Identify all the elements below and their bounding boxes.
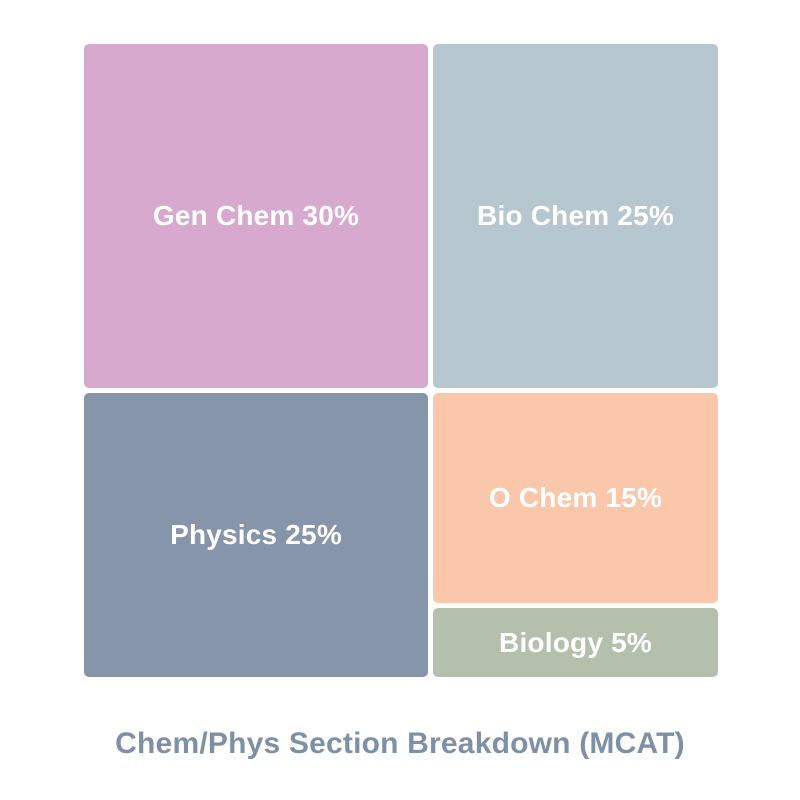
tile-label-physics: Physics 25% [170,519,342,550]
chart-title: Chem/Phys Section Breakdown (MCAT) [115,727,685,760]
tile-label-bio-chem: Bio Chem 25% [477,200,674,231]
treemap-tile-bio-chem: Bio Chem 25% [433,44,718,388]
tile-label-gen-chem: Gen Chem 30% [152,200,360,231]
treemap-tile-o-chem: O Chem 15% [433,393,718,603]
treemap-tile-gen-chem: Gen Chem 30% [84,44,428,388]
tile-label-o-chem: O Chem 15% [488,482,663,513]
tile-label-biology: Biology 5% [499,626,652,658]
treemap-tile-biology: Biology 5% [433,608,718,677]
treemap-tile-physics: Physics 25% [84,393,428,677]
